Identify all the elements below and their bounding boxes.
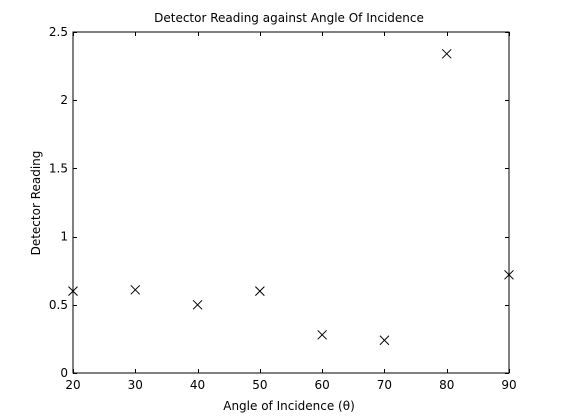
x-tick-label: 70 — [377, 378, 392, 392]
data-point — [379, 335, 390, 346]
data-point — [255, 286, 265, 297]
data-point — [441, 48, 452, 59]
y-tick-label: 2 — [60, 93, 68, 107]
y-tick-label: 0 — [60, 366, 68, 380]
data-point — [68, 286, 78, 297]
x-tick-label: 60 — [315, 378, 330, 392]
y-tick-label: 1 — [60, 230, 68, 244]
x-tick-label: 40 — [190, 378, 205, 392]
x-tick-label: 80 — [439, 378, 454, 392]
x-tick-label: 20 — [65, 378, 80, 392]
plot-area-frame — [72, 31, 510, 374]
x-axis-label: Angle of Incidence (θ) — [223, 399, 355, 413]
y-tick-label: 0.5 — [49, 298, 68, 312]
data-point — [504, 269, 514, 280]
chart-title: Detector Reading against Angle Of Incide… — [154, 11, 424, 25]
y-tick-label: 2.5 — [49, 25, 68, 39]
x-axis: 20 30 40 50 60 70 80 90 — [65, 32, 517, 392]
y-axis: 0 0.5 1 1.5 2 2.5 — [49, 25, 509, 380]
x-tick-label: 30 — [128, 378, 143, 392]
data-point — [130, 284, 141, 295]
data-point — [192, 299, 203, 310]
data-points — [68, 48, 514, 346]
data-point — [317, 329, 327, 340]
y-tick-label: 1.5 — [49, 161, 68, 175]
x-tick-label: 90 — [501, 378, 516, 392]
x-tick-label: 50 — [252, 378, 267, 392]
y-axis-label: Detector Reading — [29, 151, 43, 256]
